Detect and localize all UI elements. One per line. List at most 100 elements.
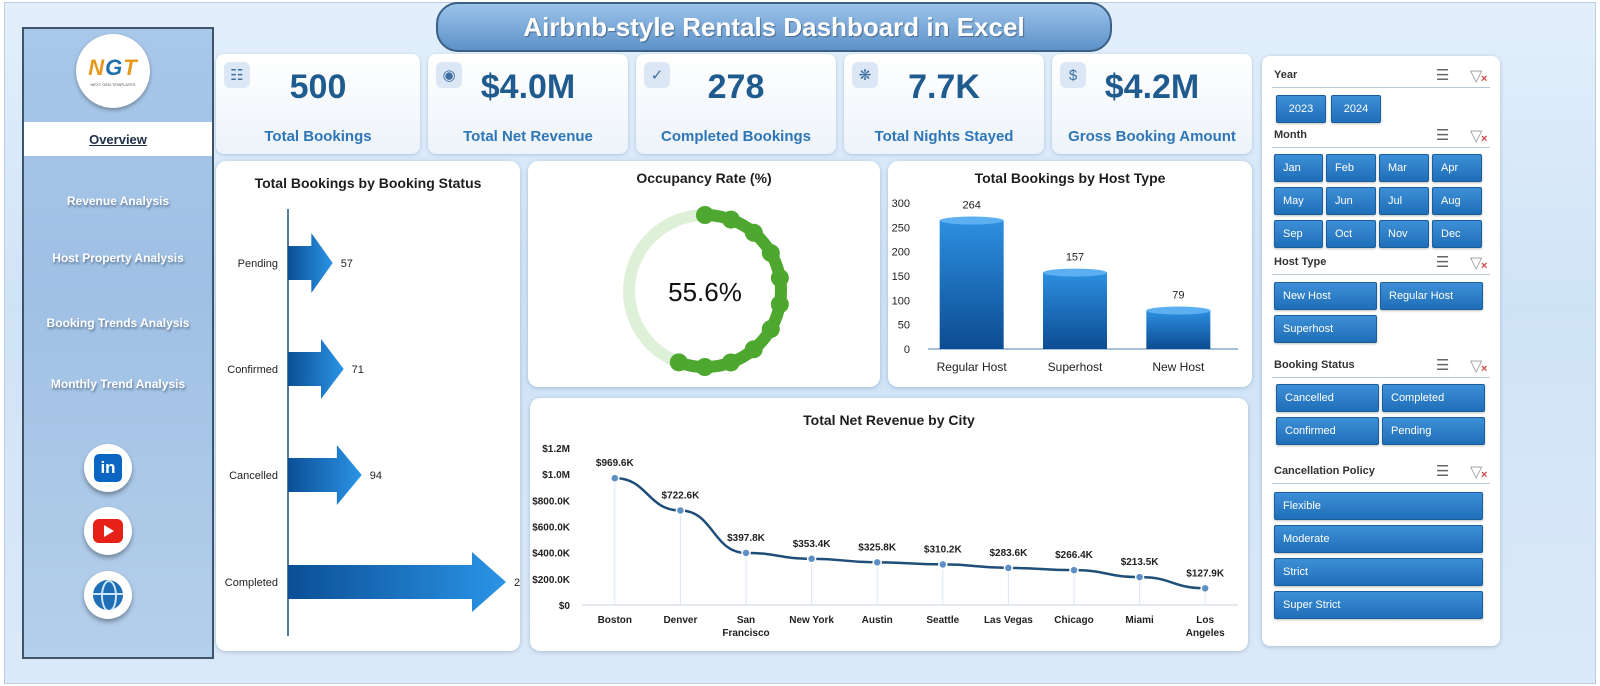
slicer-host-regular-host[interactable]: Regular Host [1380, 282, 1483, 310]
x-tick-label: New York [789, 615, 834, 626]
slicer-policy-strict[interactable]: Strict [1274, 558, 1483, 586]
bar-regular-host [939, 220, 1004, 349]
slicer-month-apr[interactable]: Apr [1432, 154, 1482, 182]
sidebar: NGT NEXT GEN TEMPLATES Overview Revenue … [22, 27, 214, 659]
occupancy-doughnut-chart: 55.6% [623, 206, 789, 376]
nav-item-overview[interactable]: Overview [24, 122, 212, 156]
slicer-tools [1434, 253, 1490, 273]
slicer-month-sep[interactable]: Sep [1274, 220, 1323, 248]
x-tick-label: Las Vegas [984, 615, 1033, 626]
y-tick-label: 50 [898, 320, 910, 332]
chart-title: Total Bookings by Booking Status [254, 175, 482, 191]
slicer-host-new-host[interactable]: New Host [1274, 282, 1377, 310]
multi-select-icon[interactable] [1434, 253, 1456, 273]
linkedin-button[interactable]: in [84, 444, 132, 492]
nav-item-revenue-analysis[interactable]: Revenue Analysis [66, 194, 170, 208]
clear-filter-icon[interactable] [1468, 462, 1490, 482]
kpi-label: Total Bookings [264, 128, 372, 145]
doughnut-bead [669, 353, 688, 372]
y-tick-label: 200 [892, 247, 910, 259]
logo-letter-t: T [123, 55, 138, 80]
data-point [741, 548, 751, 558]
data-label: $325.8K [858, 542, 897, 553]
slicer-title: Cancellation Policy [1274, 465, 1375, 477]
data-point [806, 554, 817, 564]
checklist-icon: ✓ [644, 62, 670, 88]
slicer-tools [1434, 356, 1490, 376]
data-label: 79 [1172, 290, 1184, 302]
y-tick-label: 150 [892, 271, 910, 283]
dashboard-title: Airbnb-style Rentals Dashboard in Excel [436, 2, 1112, 52]
slicer-title: Host Type [1274, 256, 1327, 268]
data-point [610, 473, 620, 483]
category-label: Confirmed [227, 364, 278, 376]
slicer-status-confirmed[interactable]: Confirmed [1276, 417, 1379, 445]
doughnut-bead [770, 268, 789, 287]
slicer-month-jun[interactable]: Jun [1326, 187, 1376, 215]
data-label: $266.4K [1055, 550, 1094, 561]
y-tick-label: $400.0K [532, 549, 571, 560]
multi-select-icon[interactable] [1434, 356, 1456, 376]
doughnut-bead [695, 357, 714, 376]
kpi-completed-bookings: ✓ 278 Completed Bookings [636, 54, 836, 154]
chart-title: Total Bookings by Host Type [974, 170, 1166, 186]
nav-item-monthly-trend-analysis[interactable]: Monthly Trend Analysis [50, 377, 186, 391]
multi-select-icon[interactable] [1434, 462, 1456, 482]
slicer-policy-moderate[interactable]: Moderate [1274, 525, 1483, 553]
slicer-policy-flexible[interactable]: Flexible [1274, 492, 1483, 520]
multi-select-icon[interactable] [1434, 66, 1456, 86]
slicer-month-feb[interactable]: Feb [1326, 154, 1376, 182]
clear-filter-icon[interactable] [1468, 126, 1490, 146]
clear-filter-icon[interactable] [1468, 253, 1490, 273]
y-tick-label: 300 [892, 198, 910, 210]
slicer-status-completed[interactable]: Completed [1382, 384, 1485, 412]
bar-superhost [1043, 272, 1107, 349]
website-button[interactable] [84, 571, 132, 619]
x-tick-label-line2: Francisco [722, 628, 769, 639]
clear-filter-icon[interactable] [1468, 356, 1490, 376]
slicer-header-booking-status: Booking Status [1272, 356, 1490, 378]
multi-select-icon[interactable] [1434, 126, 1456, 146]
money-hand-icon: ◉ [436, 62, 462, 88]
clear-filter-icon[interactable] [1468, 66, 1490, 86]
slicer-month-mar[interactable]: Mar [1379, 154, 1429, 182]
bar-top-cap [1043, 268, 1107, 277]
x-tick-label: New Host [1152, 360, 1205, 374]
category-label: Pending [238, 258, 278, 270]
slicer-month-oct[interactable]: Oct [1326, 220, 1376, 248]
slicer-month-may[interactable]: May [1274, 187, 1323, 215]
slicer-year-2024[interactable]: 2024 [1331, 95, 1381, 123]
y-tick-label: $1.2M [542, 444, 570, 455]
data-label: 264 [962, 200, 980, 212]
data-point [675, 505, 686, 516]
slicer-year-2023[interactable]: 2023 [1276, 95, 1326, 123]
slicer-month-jan[interactable]: Jan [1274, 154, 1323, 182]
y-tick-label: 100 [892, 295, 910, 307]
slicer-month-aug[interactable]: Aug [1432, 187, 1482, 215]
kpi-total-nights-stayed: ❋ 7.7K Total Nights Stayed [844, 54, 1044, 154]
slicer-status-cancelled[interactable]: Cancelled [1276, 384, 1379, 412]
x-tick-label: Chicago [1054, 615, 1093, 626]
nav-item-booking-trends-analysis[interactable]: Booking Trends Analysis [46, 316, 190, 330]
x-tick-label: Boston [598, 615, 632, 626]
slicer-policy-super-strict[interactable]: Super Strict [1274, 591, 1483, 619]
slicer-status-pending[interactable]: Pending [1382, 417, 1485, 445]
chart-title: Total Net Revenue by City [803, 412, 975, 428]
nav-item-host-property-analysis[interactable]: Host Property Analysis [52, 251, 184, 265]
slicer-month-jul[interactable]: Jul [1379, 187, 1429, 215]
slicer-month-nov[interactable]: Nov [1379, 220, 1429, 248]
bar-new-host [1146, 310, 1211, 349]
category-label: Cancelled [229, 470, 278, 482]
bar-top-cap [939, 216, 1004, 225]
data-label: $283.6K [989, 548, 1028, 559]
host-type-chart-card: Total Bookings by Host Type 0 50 100 150 200… [888, 161, 1252, 387]
x-tick-label: Denver [663, 615, 697, 626]
youtube-button[interactable] [84, 507, 132, 555]
slicer-month-dec[interactable]: Dec [1432, 220, 1482, 248]
doughnut-bead [744, 340, 763, 359]
linkedin-icon: in [94, 454, 122, 482]
slicer-host-superhost[interactable]: Superhost [1274, 315, 1377, 343]
slicer-header-year: Year [1272, 66, 1490, 88]
booking-status-chart-card: Total Bookings by Booking Status Pending… [216, 161, 520, 651]
y-tick-label: $600.0K [532, 523, 571, 534]
